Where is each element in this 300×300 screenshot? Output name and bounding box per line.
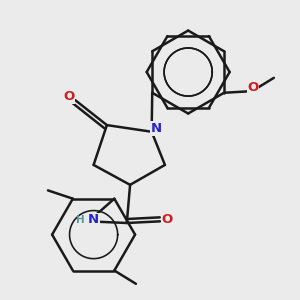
Text: H: H: [76, 215, 85, 225]
Text: N: N: [88, 213, 99, 226]
Text: N: N: [151, 122, 162, 135]
Text: O: O: [63, 90, 74, 104]
Text: O: O: [247, 81, 259, 94]
Text: O: O: [162, 213, 173, 226]
